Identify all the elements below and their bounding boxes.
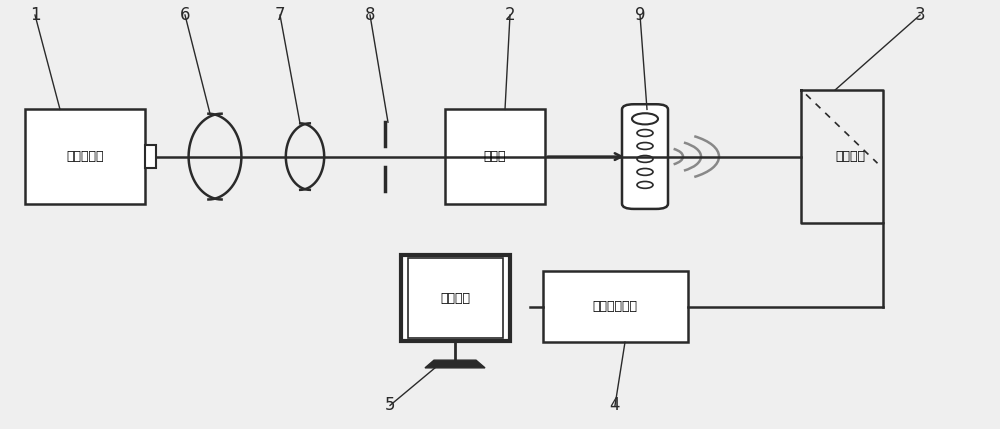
Text: 9: 9 (635, 6, 645, 24)
Circle shape (637, 142, 653, 149)
Text: 2: 2 (505, 6, 515, 24)
Polygon shape (425, 360, 485, 368)
Bar (445, 109, 545, 204)
Circle shape (632, 113, 658, 124)
Text: 超声探头: 超声探头 (835, 150, 865, 163)
Text: 显示系统: 显示系统 (440, 292, 470, 305)
Bar (400, 256, 510, 341)
Text: 7: 7 (275, 6, 285, 24)
Circle shape (637, 155, 653, 163)
Text: 显微镜: 显微镜 (484, 150, 506, 163)
Circle shape (637, 181, 653, 188)
Circle shape (637, 169, 653, 175)
Text: 1: 1 (30, 6, 40, 24)
Bar (542, 272, 688, 342)
Circle shape (637, 130, 653, 136)
Text: 6: 6 (180, 6, 190, 24)
Bar (408, 258, 503, 338)
Bar (25, 109, 145, 204)
Text: 3: 3 (915, 6, 925, 24)
Text: 高频激光器: 高频激光器 (66, 150, 104, 163)
Text: 信号处理系统: 信号处理系统 (592, 300, 638, 313)
Bar (145, 145, 156, 168)
Text: 5: 5 (385, 396, 395, 414)
Text: 8: 8 (365, 6, 375, 24)
FancyBboxPatch shape (622, 104, 668, 209)
Text: 4: 4 (610, 396, 620, 414)
